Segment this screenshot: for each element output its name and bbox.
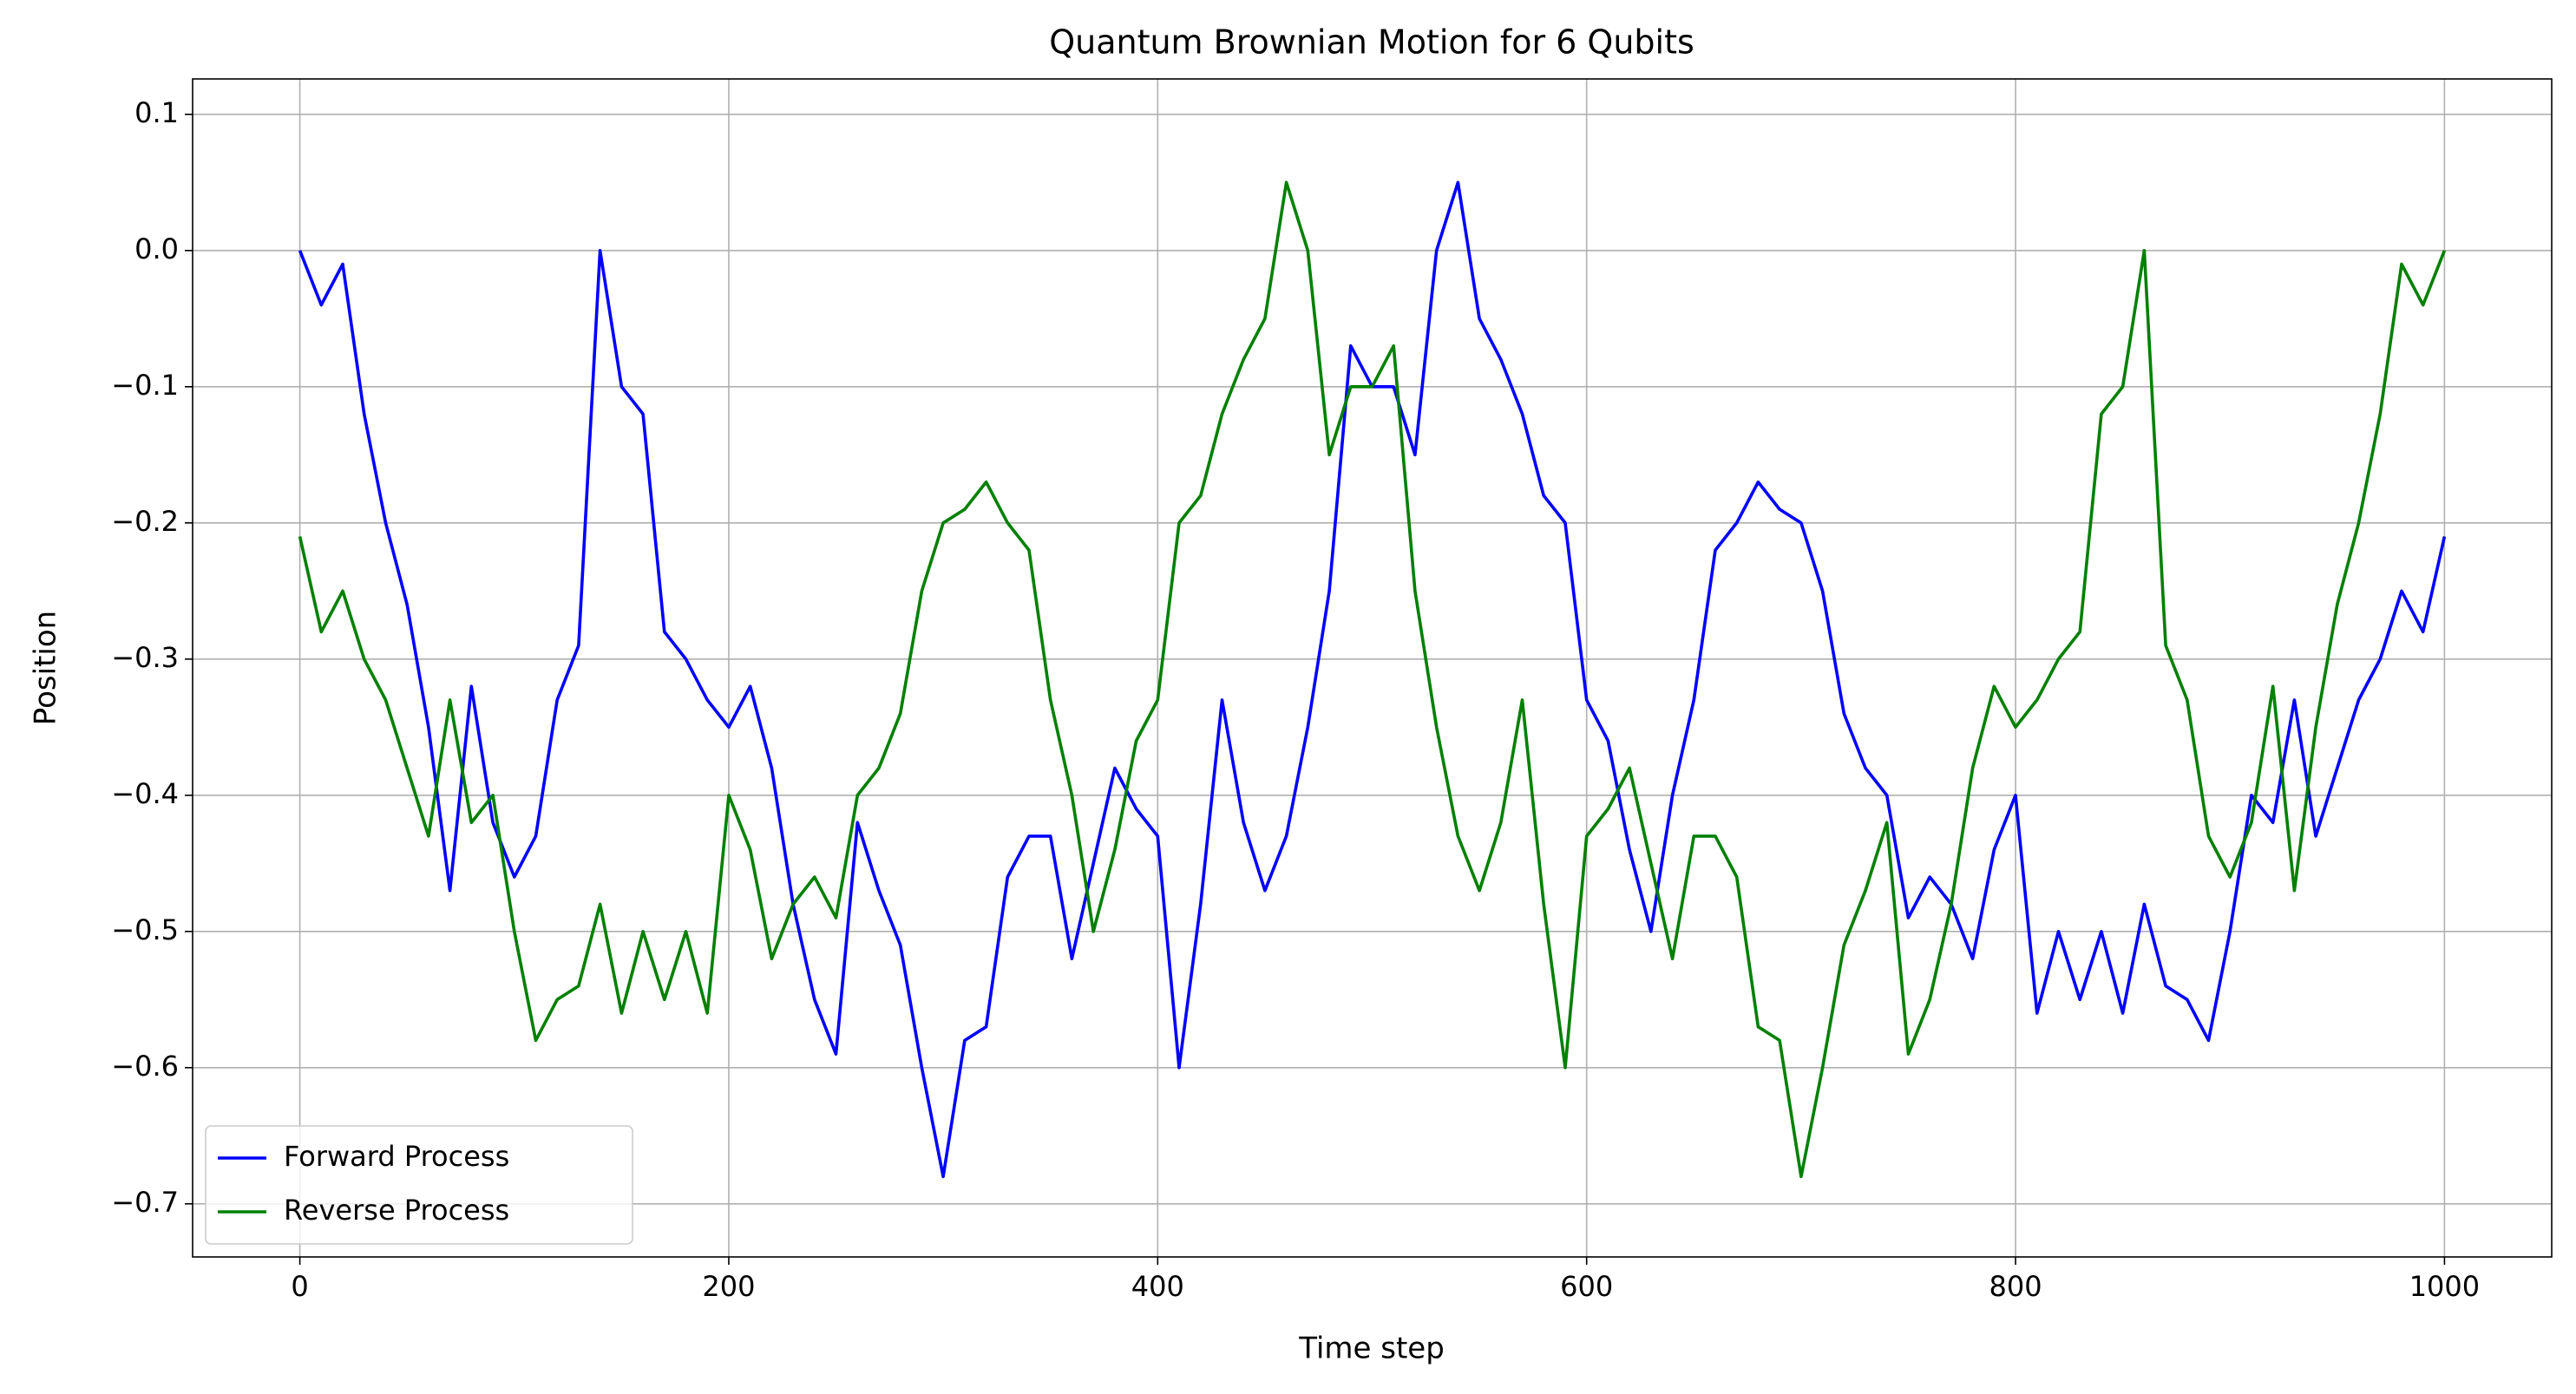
y-tick-label: −0.1 xyxy=(111,369,179,402)
legend-label: Forward Process xyxy=(284,1140,509,1173)
x-tick-label: 200 xyxy=(702,1270,755,1303)
legend-box xyxy=(205,1125,633,1245)
y-tick-label: −0.2 xyxy=(111,505,179,538)
y-axis-label: Position xyxy=(29,611,63,725)
x-tick-label: 600 xyxy=(1560,1270,1613,1303)
y-tick-label: −0.4 xyxy=(111,777,179,810)
y-tick-label: −0.5 xyxy=(111,913,179,946)
x-tick-label: 0 xyxy=(291,1270,308,1303)
legend: Forward Process Reverse Process xyxy=(205,1125,633,1245)
y-tick-label: −0.3 xyxy=(111,641,179,674)
axes-frame xyxy=(192,78,2553,1258)
line-series xyxy=(298,180,2447,1179)
chart-title: Quantum Brownian Motion for 6 Qubits xyxy=(1049,23,1694,62)
x-axis-label: Time step xyxy=(1298,1332,1445,1366)
y-tick-label: −0.7 xyxy=(111,1186,179,1219)
y-tick-label: 0.1 xyxy=(134,96,179,129)
x-tick-label: 1000 xyxy=(2409,1270,2480,1303)
y-tick-label: 0.0 xyxy=(134,232,179,265)
line-series xyxy=(298,180,2447,1179)
y-tick-label: −0.6 xyxy=(111,1050,179,1083)
x-tick-label: 400 xyxy=(1131,1270,1184,1303)
x-tick-label: 800 xyxy=(1989,1270,2042,1303)
legend-label: Reverse Process xyxy=(284,1194,509,1227)
